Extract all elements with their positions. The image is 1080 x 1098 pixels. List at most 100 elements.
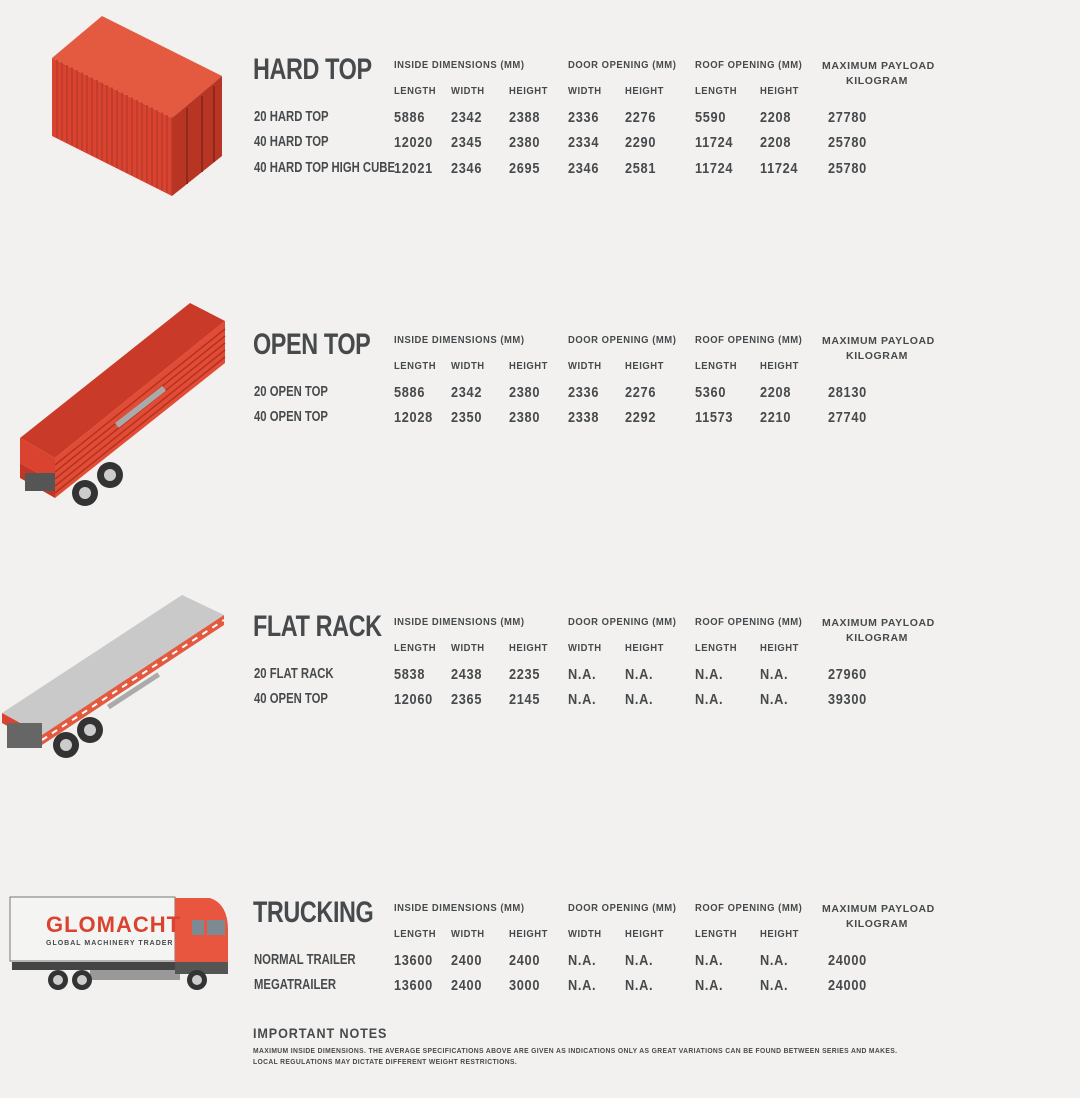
table-cell: 2438 xyxy=(451,666,483,683)
table-cell: 2400 xyxy=(509,952,541,969)
row-label: 40 OPEN TOP xyxy=(254,409,328,425)
table-cell: 11724 xyxy=(760,160,799,177)
header-door-opening: DOOR OPENING (MM) xyxy=(568,902,677,914)
table-cell: 2400 xyxy=(451,952,483,969)
table-cell: 11724 xyxy=(695,160,734,177)
table-cell: 25780 xyxy=(828,134,867,151)
subheader: HEIGHT xyxy=(509,85,548,97)
subheader: WIDTH xyxy=(568,642,602,654)
header-payload: MAXIMUM PAYLOAD KILOGRAM xyxy=(822,902,935,932)
payload-line1: MAXIMUM PAYLOAD xyxy=(822,335,935,347)
table-cell: 2292 xyxy=(625,409,657,426)
table-cell: 2342 xyxy=(451,384,483,401)
row-label: 20 FLAT RACK xyxy=(254,666,334,682)
truck-icon: GLOMACHT GLOBAL MACHINERY TRADER xyxy=(0,890,235,995)
red-shipping-container-icon xyxy=(52,16,232,206)
table-cell: 2276 xyxy=(625,109,657,126)
header-inside-dimensions: INSIDE DIMENSIONS (MM) xyxy=(394,902,525,914)
header-roof-opening: ROOF OPENING (MM) xyxy=(695,902,803,914)
table-cell: N.A. xyxy=(695,666,724,683)
header-roof-opening: ROOF OPENING (MM) xyxy=(695,334,803,346)
subheader: LENGTH xyxy=(695,85,738,97)
table-cell: 12028 xyxy=(394,409,433,426)
table-cell: 5838 xyxy=(394,666,426,683)
section-trucking: TRUCKING INSIDE DIMENSIONS (MM) DOOR OPENI… xyxy=(0,896,1080,1098)
table-cell: N.A. xyxy=(695,977,724,994)
subheader: WIDTH xyxy=(451,642,485,654)
payload-line2: KILOGRAM xyxy=(846,75,908,87)
table-cell: 25780 xyxy=(828,160,867,177)
header-payload: MAXIMUM PAYLOAD KILOGRAM xyxy=(822,616,934,646)
subheader: HEIGHT xyxy=(625,85,664,97)
header-inside-dimensions: INSIDE DIMENSIONS (MM) xyxy=(394,59,525,71)
subheader: HEIGHT xyxy=(509,928,548,940)
header-inside-dimensions: INSIDE DIMENSIONS (MM) xyxy=(394,616,525,628)
table-cell: 11724 xyxy=(695,134,734,151)
table-cell: 5360 xyxy=(695,384,727,401)
table-cell: 2276 xyxy=(625,384,657,401)
subheader: LENGTH xyxy=(394,85,437,97)
subheader: WIDTH xyxy=(451,85,485,97)
table-cell: 2334 xyxy=(568,134,600,151)
section-title: TRUCKING xyxy=(253,896,374,929)
table-cell: 2338 xyxy=(568,409,600,426)
subheader: HEIGHT xyxy=(760,928,799,940)
table-cell: 2695 xyxy=(509,160,541,177)
table-cell: N.A. xyxy=(695,691,724,708)
payload-line1: MAXIMUM PAYLOAD xyxy=(822,903,935,915)
subheader: LENGTH xyxy=(695,928,738,940)
subheader: WIDTH xyxy=(451,360,485,372)
table-cell: 28130 xyxy=(828,384,867,401)
table-cell: 27960 xyxy=(828,666,867,683)
table-cell: 24000 xyxy=(828,952,867,969)
table-cell: N.A. xyxy=(695,952,724,969)
table-cell: 13600 xyxy=(394,977,433,994)
table-cell: 27780 xyxy=(828,109,867,126)
table-cell: N.A. xyxy=(568,666,597,683)
section-title: OPEN TOP xyxy=(253,328,371,361)
table-cell: 27740 xyxy=(828,409,867,426)
flat-rack-trailer-icon xyxy=(2,595,232,775)
payload-line1: MAXIMUM PAYLOAD xyxy=(822,60,935,72)
subheader: LENGTH xyxy=(394,642,437,654)
subheader: HEIGHT xyxy=(760,360,799,372)
section-flat-rack: FLAT RACK INSIDE DIMENSIONS (MM) DOOR OPEN… xyxy=(0,610,1080,812)
table-cell: 2336 xyxy=(568,384,600,401)
payload-line2: KILOGRAM xyxy=(846,350,908,362)
table-cell: N.A. xyxy=(625,666,654,683)
subheader: WIDTH xyxy=(568,360,602,372)
notes-text-2: LOCAL REGULATIONS MAY DICTATE DIFFERENT … xyxy=(253,1057,518,1066)
table-cell: N.A. xyxy=(760,691,789,708)
header-door-opening: DOOR OPENING (MM) xyxy=(568,59,677,71)
table-cell: 2345 xyxy=(451,134,483,151)
subheader: HEIGHT xyxy=(760,642,799,654)
table-cell: N.A. xyxy=(568,952,597,969)
subheader: LENGTH xyxy=(394,360,437,372)
subheader: LENGTH xyxy=(695,360,738,372)
table-cell: 5886 xyxy=(394,384,426,401)
table-cell: N.A. xyxy=(625,691,654,708)
table-cell: 39300 xyxy=(828,691,867,708)
table-cell: 2388 xyxy=(509,109,541,126)
notes-title: IMPORTANT NOTES xyxy=(253,1025,388,1041)
table-cell: 2350 xyxy=(451,409,483,426)
table-cell: 11573 xyxy=(695,409,734,426)
table-cell: 5590 xyxy=(695,109,727,126)
subheader: HEIGHT xyxy=(509,642,548,654)
table-cell: 12020 xyxy=(394,134,433,151)
logo-tagline: GLOBAL MACHINERY TRADER xyxy=(46,940,174,947)
header-payload: MAXIMUM PAYLOAD KILOGRAM xyxy=(822,59,935,89)
notes-text-1: MAXIMUM INSIDE DIMENSIONS. THE AVERAGE S… xyxy=(253,1046,898,1055)
table-cell: N.A. xyxy=(760,977,789,994)
table-cell: 13600 xyxy=(394,952,433,969)
row-label: 20 HARD TOP xyxy=(254,109,329,125)
subheader: HEIGHT xyxy=(760,85,799,97)
section-title: FLAT RACK xyxy=(253,610,382,643)
table-cell: 2380 xyxy=(509,384,541,401)
table-cell: 2342 xyxy=(451,109,483,126)
table-cell: 2400 xyxy=(451,977,483,994)
subheader: WIDTH xyxy=(568,85,602,97)
header-door-opening: DOOR OPENING (MM) xyxy=(568,334,677,346)
row-label: 40 HARD TOP HIGH CUBE xyxy=(254,160,395,176)
row-label: 20 OPEN TOP xyxy=(254,384,328,400)
